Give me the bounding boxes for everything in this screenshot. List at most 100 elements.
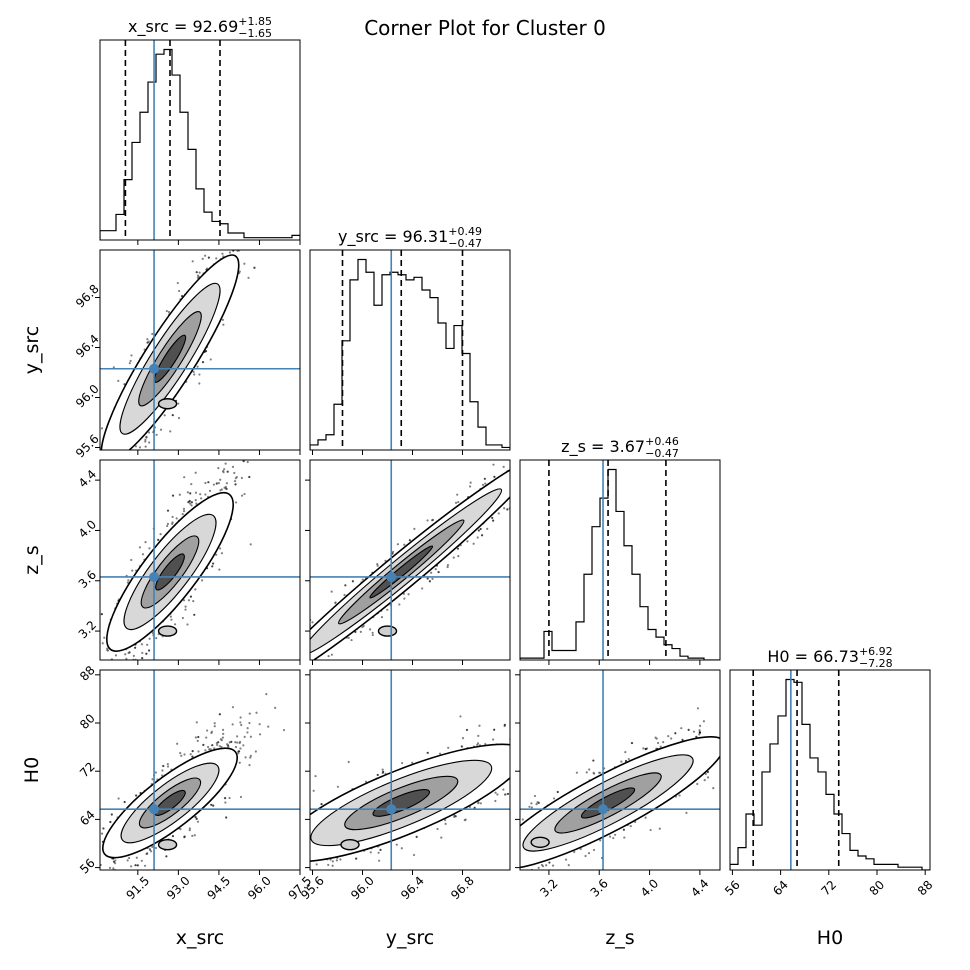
sample-point [233, 479, 237, 483]
sample-point [444, 819, 447, 822]
y-tick-label: 3.6 [76, 568, 99, 591]
sample-point [258, 456, 260, 458]
sample-point [129, 689, 131, 691]
sample-point [282, 675, 284, 677]
sample-point [97, 824, 99, 826]
sample-point [290, 673, 292, 675]
sample-point [190, 504, 193, 507]
truth-point [386, 571, 397, 582]
sample-point [219, 237, 221, 239]
sample-point [92, 500, 94, 502]
sample-point [196, 365, 199, 368]
sample-point [93, 835, 95, 837]
sample-point [504, 815, 506, 817]
sample-point [147, 649, 151, 652]
sample-point [114, 859, 117, 862]
sample-point [535, 481, 537, 483]
sample-point [277, 192, 279, 194]
sample-point [552, 750, 554, 752]
sample-point [212, 562, 215, 565]
sample-point [106, 647, 109, 650]
sample-point [181, 616, 184, 620]
sample-point [188, 829, 191, 832]
sample-point [190, 501, 193, 504]
sample-point [195, 502, 198, 505]
sample-point [270, 698, 272, 700]
sample-point [302, 651, 304, 653]
sample-point [408, 539, 411, 542]
sample-point [494, 852, 496, 854]
sample-point [247, 276, 250, 279]
sample-point [252, 455, 254, 457]
title-equals: = [379, 227, 403, 246]
sample-point [351, 883, 353, 885]
sample-point [169, 430, 172, 433]
sample-point [162, 764, 165, 768]
panel-z_s-vs-y_src [192, 459, 537, 738]
sample-point [511, 864, 513, 866]
sample-point [220, 488, 223, 491]
sample-point [297, 794, 299, 796]
sample-point [289, 653, 291, 655]
sample-point [129, 359, 132, 363]
panel-content [100, 40, 300, 240]
sample-point [514, 717, 516, 719]
sample-point [737, 714, 739, 716]
sample-point [592, 848, 596, 852]
sample-point [249, 756, 252, 759]
sample-point [306, 628, 308, 630]
sample-point [148, 637, 151, 640]
title-label: y_src [338, 227, 379, 247]
sample-point [148, 547, 151, 550]
sample-point [299, 665, 301, 667]
sample-point [282, 655, 284, 657]
sample-point [242, 744, 245, 747]
sample-point [231, 454, 233, 456]
sample-point [481, 483, 485, 486]
sample-point [77, 525, 79, 527]
sample-point [289, 671, 291, 673]
y-tick-label: 4.0 [76, 517, 99, 540]
sample-point [221, 252, 224, 255]
sample-point [528, 805, 531, 808]
sample-point [526, 725, 528, 727]
sample-point [90, 512, 92, 514]
sample-point [101, 642, 104, 645]
density-contour-3 [369, 545, 434, 599]
sample-point [446, 565, 449, 569]
sample-point [620, 760, 623, 763]
sample-point [281, 146, 283, 148]
sample-point [219, 699, 221, 701]
sample-point [103, 464, 105, 466]
sample-point [211, 565, 214, 568]
sample-point [107, 502, 109, 504]
sample-point [737, 720, 739, 722]
sample-point [530, 806, 533, 809]
sample-point [511, 737, 513, 739]
sample-point [468, 485, 472, 488]
sample-point [290, 845, 292, 847]
sample-point [159, 883, 161, 885]
sample-point [222, 323, 225, 326]
sample-point [92, 486, 94, 488]
sample-point [86, 897, 88, 899]
title-equals: = [586, 437, 610, 456]
sample-point [239, 721, 242, 724]
sample-point [395, 843, 398, 846]
sample-point [171, 515, 174, 519]
sample-point [150, 850, 153, 853]
sample-point [275, 848, 277, 850]
sample-point [192, 736, 194, 738]
sample-point [327, 655, 330, 658]
sample-point [412, 853, 416, 857]
title-minus: −0.47 [448, 237, 482, 250]
sample-point [102, 673, 104, 675]
sample-point [511, 475, 513, 477]
sample-point [463, 819, 466, 822]
sample-point [545, 864, 548, 867]
sample-point [376, 562, 379, 566]
sample-point [205, 267, 209, 270]
sample-point [514, 469, 516, 471]
sample-point [280, 850, 282, 852]
sample-point [494, 791, 497, 794]
